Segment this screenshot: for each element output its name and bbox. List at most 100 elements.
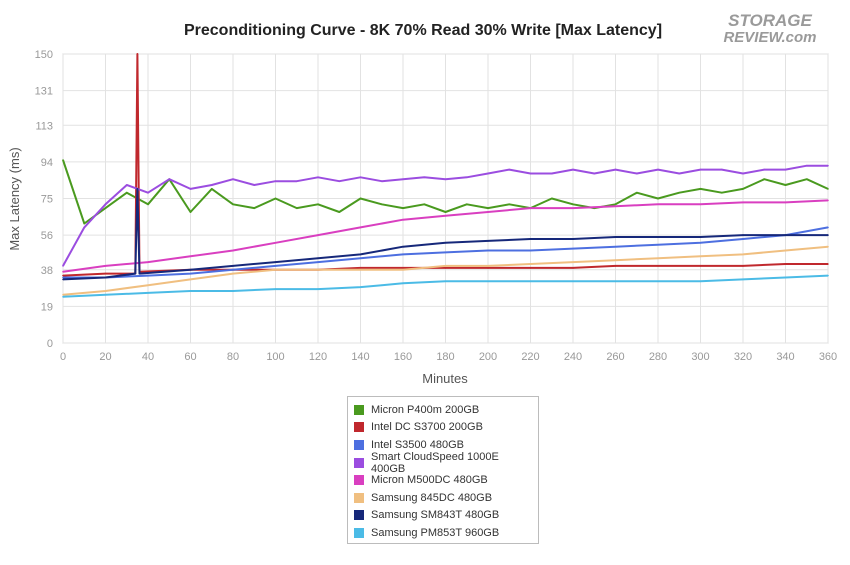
data-point [381,180,383,182]
data-point [317,176,319,179]
data-point [657,265,659,267]
data-point [317,261,319,263]
data-point [784,234,787,236]
x-tick-label: 100 [266,351,284,363]
data-point [827,226,829,229]
legend-label: Intel DC S3700 200GB [371,421,483,434]
series-samsung-pm853t-960gb [62,274,829,298]
data-point [657,168,659,171]
legend-item-smart-cloudspeed-1000e-400gb[interactable]: Smart CloudSpeed 1000E 400GB [354,451,532,475]
data-point [62,274,64,277]
legend-item-intel-s3500-480gb[interactable]: Intel S3500 480GB [354,436,532,454]
data-point [211,184,213,186]
data-point [189,211,192,213]
data-point [572,280,574,283]
data-point [636,191,638,194]
data-point [168,178,171,180]
data-point [62,276,64,279]
logo: STORAGE REVIEW.com [723,11,816,46]
legend-label: Samsung 845DC 480GB [371,491,493,504]
x-tick-label: 300 [691,351,709,363]
legend-swatch [354,439,364,450]
legend-item-micron-m500dc-480gb[interactable]: Micron M500DC 480GB [354,471,532,489]
data-point [572,247,574,250]
x-tick-label: 160 [394,351,412,363]
data-point [699,236,702,238]
data-point [232,269,234,271]
data-point [359,226,362,229]
data-point [551,172,553,175]
data-point [742,278,744,281]
data-point [211,188,213,190]
data-point [126,184,128,186]
data-point [784,184,787,186]
data-point [699,188,702,190]
data-point [338,180,341,182]
data-point [444,251,447,254]
data-point [699,265,702,267]
x-tick-label: 180 [436,351,454,363]
data-point [62,296,64,298]
x-tick-label: 0 [60,351,66,363]
data-point [134,272,137,275]
data-point [62,265,64,267]
series-lines [62,53,829,298]
data-point [508,203,511,206]
data-point [614,265,617,267]
legend-item-samsung-sm843t-480gb[interactable]: Samsung SM843T 480GB [354,507,532,525]
legend-item-samsung-pm853t-960gb[interactable]: Samsung PM853T 960GB [354,524,532,542]
data-point [338,211,341,213]
data-point [402,253,404,256]
legend-label: Micron M500DC 480GB [371,474,488,487]
data-point [147,292,149,294]
data-point [742,265,744,267]
data-point [232,265,234,267]
y-tick-label: 131 [35,86,53,98]
x-tick-label: 240 [564,351,582,363]
legend-swatch [354,527,364,538]
data-point [274,242,277,244]
data-point [827,164,829,167]
data-point [317,234,319,236]
y-tick-label: 38 [41,265,53,277]
series-intel-s3500-480gb [62,226,829,279]
data-point [466,176,468,179]
x-tick-label: 280 [649,351,667,363]
data-point [402,282,404,285]
data-point [508,168,511,171]
data-point [232,203,234,206]
data-point [529,207,532,209]
data-point [529,238,532,240]
data-point [189,255,192,258]
legend-item-samsung-845dc-480gb[interactable]: Samsung 845DC 480GB [354,489,532,507]
data-point [423,203,426,206]
data-point [742,172,744,175]
x-tick-label: 80 [227,351,239,363]
y-axis-label: Max Latency (ms) [7,147,22,250]
data-point [189,278,192,281]
data-point [742,234,744,236]
logo-line-2: REVIEW.com [723,29,816,46]
data-point [444,215,447,217]
data-point [232,272,234,275]
data-point [487,267,489,269]
legend-item-intel-dc-s3700-200gb[interactable]: Intel DC S3700 200GB [354,419,532,437]
data-point [402,267,404,269]
data-point [359,269,362,271]
data-point [827,199,829,202]
legend: Micron P400m 200GB Intel DC S3700 200GB In… [347,396,539,544]
data-point [721,168,723,171]
data-point [699,242,702,244]
data-point [593,172,596,175]
data-point [614,245,617,248]
data-point [274,180,277,182]
data-point [83,226,86,229]
data-point [784,276,787,279]
data-point [806,164,808,167]
data-point [104,276,107,279]
legend-swatch [354,422,364,433]
data-point [487,280,489,283]
legend-item-micron-p400m-200gb[interactable]: Micron P400m 200GB [354,401,532,419]
data-point [359,286,362,288]
